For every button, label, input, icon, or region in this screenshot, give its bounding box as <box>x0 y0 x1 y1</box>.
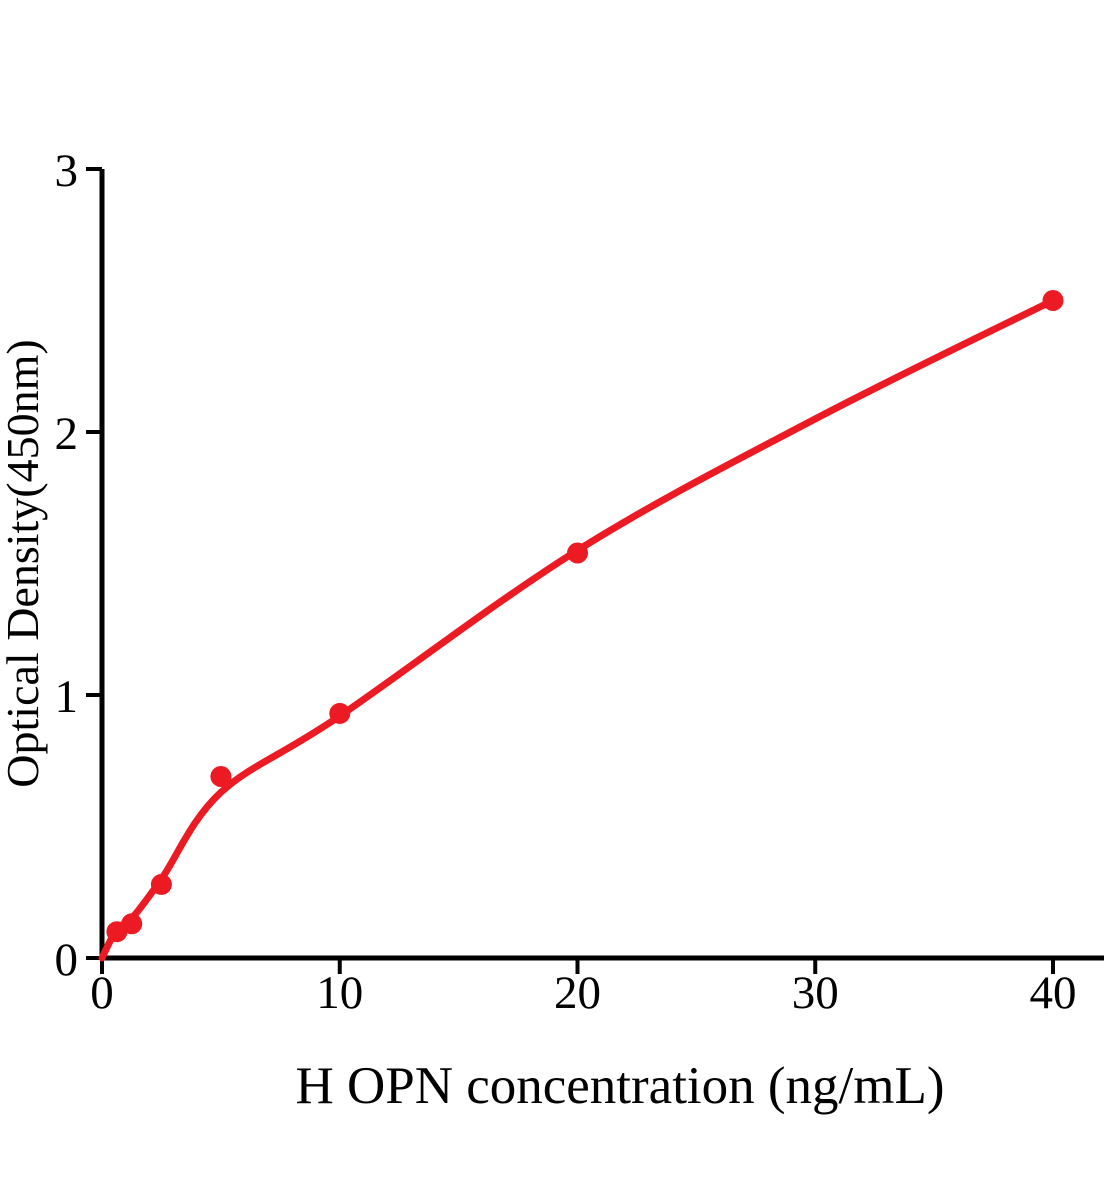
y-tick-label: 0 <box>55 934 79 986</box>
fit-curve <box>98 297 1057 962</box>
data-point <box>121 913 143 935</box>
y-axis-title: Optical Density(450nm) <box>0 339 48 787</box>
x-tick-label: 40 <box>1030 967 1077 1019</box>
x-tick-label: 30 <box>792 967 839 1019</box>
data-point <box>210 766 232 787</box>
data-point <box>1042 290 1064 311</box>
x-axis-title: H OPN concentration (ng/mL) <box>295 1057 944 1115</box>
y-tick-label: 1 <box>55 671 79 723</box>
data-point <box>567 542 588 564</box>
x-tick-label: 0 <box>90 967 114 1019</box>
y-tick-label: 2 <box>55 408 79 460</box>
data-point <box>150 873 172 895</box>
y-tick-label: 3 <box>55 145 79 197</box>
data-point <box>329 702 351 724</box>
x-tick-label: 20 <box>554 967 601 1019</box>
x-tick-label: 10 <box>316 967 363 1019</box>
